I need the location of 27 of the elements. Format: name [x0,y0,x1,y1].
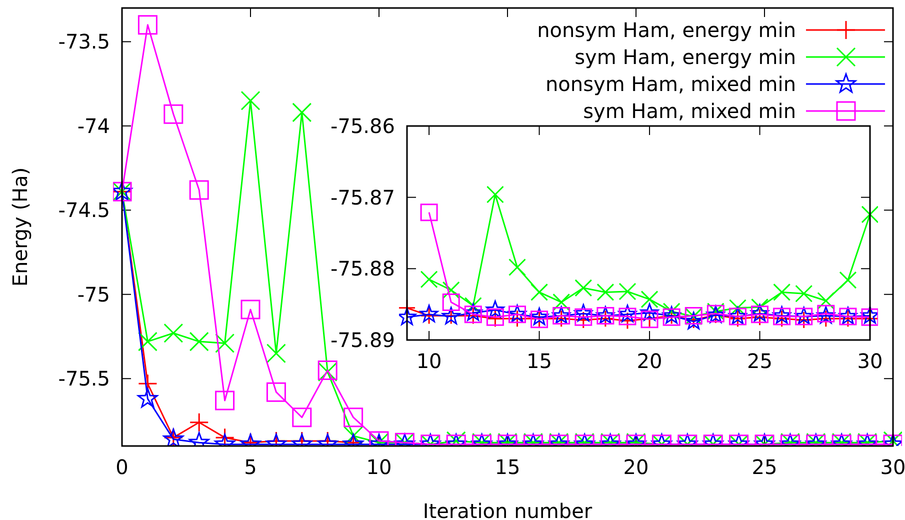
y-axis-title: Energy (Ha) [8,167,32,287]
y-tick-label: -75.87 [330,185,395,210]
y-tick-label: -74 [77,114,110,138]
x-tick-label: 10 [366,455,392,479]
y-tick-label: -73.5 [58,30,110,54]
legend-label: sym Ham, energy min [574,45,796,69]
x-tick-label: 5 [244,455,257,479]
y-tick-label: -75.89 [330,328,395,352]
x-tick-label: 10 [416,349,442,373]
legend-label: nonsym Ham, energy min [537,18,796,42]
x-tick-label: 15 [526,349,552,373]
y-tick-label: -75.5 [58,366,110,391]
x-tick-label: 25 [747,349,772,373]
y-tick-label: -75.86 [330,114,395,138]
x-tick-label: 15 [494,455,520,479]
y-tick-label: -75.88 [330,256,395,281]
x-axis-title: Iteration number [422,499,593,520]
x-tick-label: 30 [857,349,883,373]
y-tick-label: -75 [77,282,110,306]
legend-label: nonsym Ham, mixed min [545,72,796,96]
x-tick-label: 30 [880,455,905,479]
y-tick-label: -74.5 [58,198,110,222]
x-tick-label: 25 [752,455,778,479]
x-tick-label: 20 [623,455,649,479]
legend-label: sym Ham, mixed min [583,99,796,123]
x-tick-label: 0 [116,455,128,479]
x-tick-label: 20 [636,349,662,373]
